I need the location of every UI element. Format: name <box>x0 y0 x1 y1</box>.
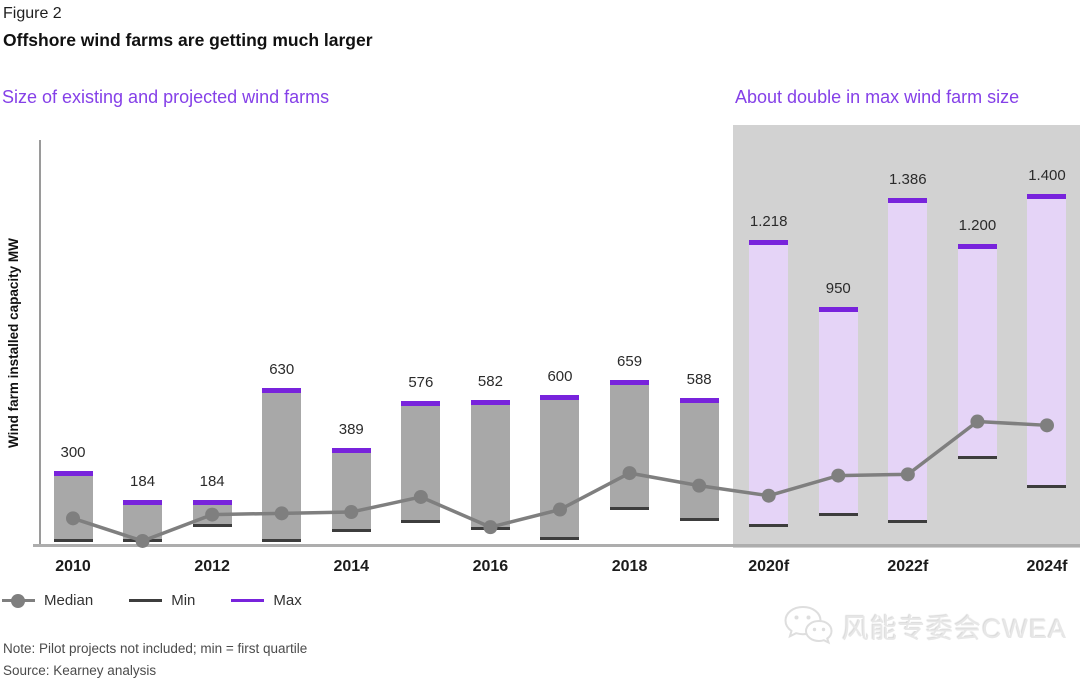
x-tick-2020f: 2020f <box>748 558 790 575</box>
max-strip <box>540 395 580 401</box>
max-value-label-2013: 630 <box>269 360 295 378</box>
legend-label-max: Max <box>273 592 302 609</box>
note-text: Note: Pilot projects not included; min =… <box>3 641 308 656</box>
max-value-label-2017: 600 <box>547 368 573 386</box>
max-marker-icon <box>231 598 265 603</box>
max-value-label-2020f: 1.218 <box>749 212 788 230</box>
x-tick-2014: 2014 <box>333 558 370 575</box>
min-marker-icon <box>129 598 163 603</box>
max-strip <box>957 244 997 250</box>
x-tick-2022f: 2022f <box>887 558 929 575</box>
max-value-label-2021f: 950 <box>825 280 851 298</box>
legend-label-median: Median <box>44 592 94 609</box>
wechat-icon <box>784 605 833 645</box>
median-marker-icon <box>2 593 35 608</box>
legend-item-max: Max <box>231 592 302 609</box>
legend-item-median: Median <box>2 592 93 609</box>
legend-label-min: Min <box>171 592 196 609</box>
max-value-label-2023f: 1.200 <box>958 217 997 235</box>
chart-subtitle-left: Size of existing and projected wind farm… <box>2 87 330 107</box>
max-strip <box>610 380 650 386</box>
page-title: Offshore wind farms are getting much lar… <box>3 30 373 50</box>
max-strip <box>818 307 858 313</box>
watermark-text: 风能专委会CWEA <box>842 613 1067 644</box>
x-tick-2012: 2012 <box>194 558 230 575</box>
max-value-label-2015: 576 <box>408 374 434 392</box>
x-tick-2018: 2018 <box>611 558 648 575</box>
chart-subtitle-right: About double in max wind farm size <box>735 87 1020 107</box>
max-value-label-2022f: 1.386 <box>889 170 927 188</box>
x-axis-line <box>33 544 1080 547</box>
max-strip <box>679 398 719 404</box>
max-value-label-2019: 588 <box>686 371 712 389</box>
max-value-label-2016: 582 <box>477 372 503 390</box>
max-strip <box>262 387 302 393</box>
max-strip <box>749 239 789 245</box>
max-strip <box>888 197 928 203</box>
x-tick-2016: 2016 <box>472 558 509 575</box>
source-text: Source: Kearney analysis <box>3 663 157 678</box>
x-tick-2010: 2010 <box>55 558 91 575</box>
max-strip <box>401 401 441 407</box>
legend-item-min: Min <box>129 592 195 609</box>
max-value-label-2024f: 1.400 <box>1028 167 1066 184</box>
max-strip <box>1027 194 1067 199</box>
x-tick-2024f: 2024f <box>1026 558 1068 575</box>
figure-label: Figure 2 <box>3 5 62 22</box>
watermark: 风能专委会CWEA <box>782 604 1067 648</box>
y-axis-line <box>39 140 41 544</box>
max-strip <box>470 399 510 405</box>
chart-legend: Median Min Max <box>2 592 302 609</box>
max-value-label-2018: 659 <box>617 353 643 371</box>
